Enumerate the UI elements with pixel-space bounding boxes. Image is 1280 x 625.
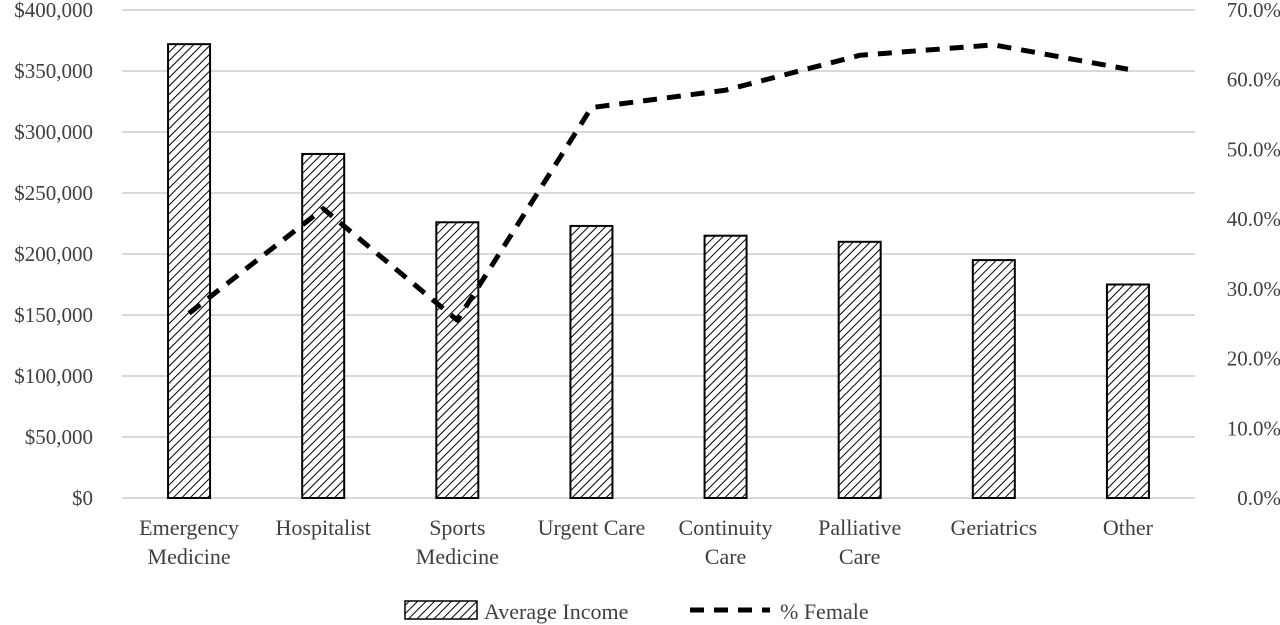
left-tick-label: $50,000 (25, 425, 93, 449)
category-label: Geriatrics (950, 515, 1037, 540)
left-tick-label: $100,000 (14, 364, 93, 388)
category-label: Sports (429, 515, 485, 540)
right-tick-label: 30.0% (1227, 277, 1280, 301)
legend-label-average-income: Average Income (484, 599, 628, 624)
bar (971, 259, 1016, 499)
category-label: Care (839, 544, 881, 569)
left-axis-tick-labels: $0 $50,000 $100,000 $150,000 $200,000 $250,00… (14, 0, 93, 510)
bar (1105, 283, 1150, 499)
bar (703, 234, 748, 499)
gridlines (122, 9, 1195, 499)
right-tick-label: 20.0% (1227, 347, 1280, 371)
right-axis-tick-labels: 0.0% 10.0% 20.0% 30.0% 40.0% 50.0% 60.0% 70.0% (1227, 0, 1280, 510)
left-tick-label: $150,000 (14, 303, 93, 327)
right-tick-label: 0.0% (1237, 486, 1280, 510)
category-label: Continuity (679, 515, 773, 540)
category-label: Medicine (416, 544, 499, 569)
right-tick-label: 60.0% (1227, 68, 1280, 92)
category-label: Medicine (148, 544, 231, 569)
bar (837, 240, 882, 500)
left-tick-label: $350,000 (14, 59, 93, 83)
left-tick-label: $250,000 (14, 181, 93, 205)
legend-swatch-average-income (404, 600, 478, 620)
left-tick-label: $400,000 (14, 0, 93, 22)
category-labels: Emergency Medicine Hospitalist Sports Medici… (139, 515, 1153, 569)
category-label: Emergency (139, 515, 239, 540)
legend: Average Income % Female (404, 599, 869, 624)
category-label: Hospitalist (276, 515, 371, 540)
line-path (187, 42, 1129, 323)
left-tick-label: $0 (72, 486, 93, 510)
category-label: Other (1103, 515, 1154, 540)
right-tick-label: 50.0% (1227, 137, 1280, 161)
left-tick-label: $200,000 (14, 242, 93, 266)
category-label: Care (705, 544, 747, 569)
right-tick-label: 70.0% (1227, 0, 1280, 22)
bar (301, 152, 346, 500)
legend-label-percent-female: % Female (780, 599, 869, 624)
left-tick-label: $300,000 (14, 120, 93, 144)
right-tick-label: 10.0% (1227, 416, 1280, 440)
bar (167, 43, 212, 499)
category-label: Urgent Care (538, 515, 646, 540)
bar (435, 221, 480, 499)
bar-series (167, 43, 1150, 500)
right-tick-label: 40.0% (1227, 207, 1280, 231)
bar (569, 224, 614, 499)
line-series (187, 42, 1129, 323)
category-label: Palliative (818, 515, 901, 540)
